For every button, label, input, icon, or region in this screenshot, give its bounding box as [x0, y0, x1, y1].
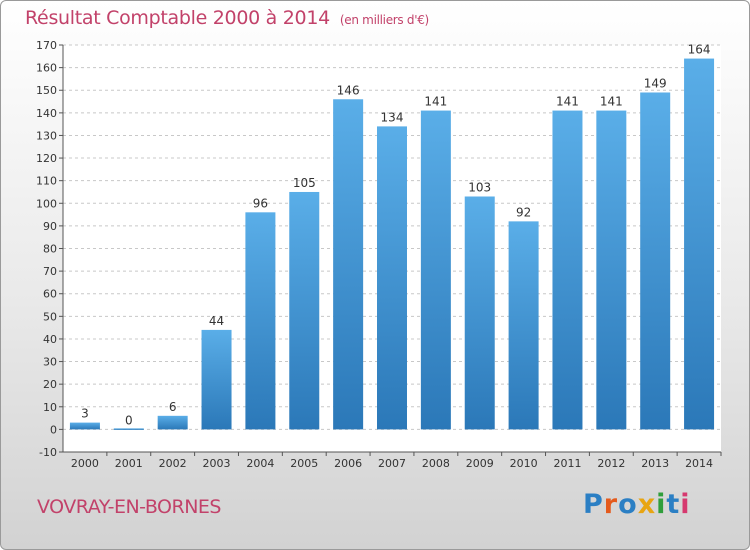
bar-2010 [508, 221, 539, 430]
x-tick-label: 2009 [466, 457, 494, 470]
bar-2001 [113, 428, 144, 430]
logo-letter: o [618, 489, 638, 520]
bar-value-label: 149 [644, 76, 667, 90]
logo-letter: P [583, 489, 604, 520]
bar-2014 [684, 58, 715, 430]
bar-value-label: 96 [253, 196, 268, 210]
x-axis-ticks: 2000 2001 2002 2003 2004 2005 2006 2007 2008 2009… [71, 452, 722, 470]
chart-subtitle: (en milliers d'€) [339, 13, 429, 27]
x-tick-label: 2014 [685, 457, 713, 470]
y-tick-label: 70 [43, 265, 57, 278]
x-tick-label: 2007 [378, 457, 406, 470]
bar-value-label: 141 [556, 95, 579, 109]
bar-2008 [420, 110, 451, 430]
town-name: VOVRAY-EN-BORNES [37, 496, 221, 518]
bar-2011 [552, 110, 583, 430]
x-tick-label: 2001 [115, 457, 143, 470]
bar-2000 [69, 422, 100, 430]
logo-letter: i [656, 489, 667, 520]
x-tick-label: 2010 [510, 457, 538, 470]
y-tick-label: 10 [43, 401, 57, 414]
y-tick-label: 0 [50, 423, 57, 436]
bar-value-label: 44 [209, 314, 224, 328]
y-tick-label: 40 [43, 333, 57, 346]
data-labels: 3 0 6 44 96 105 146 134 141 103 92 141 141 149 164 [81, 43, 710, 428]
proxiti-logo: Proxiti [583, 489, 691, 520]
y-tick-label: 20 [43, 378, 57, 391]
x-tick-label: 2012 [597, 457, 625, 470]
bar-2005 [289, 191, 320, 430]
y-tick-label: 90 [43, 220, 57, 233]
x-tick-label: 2005 [290, 457, 318, 470]
x-tick-label: 2011 [553, 457, 581, 470]
bar-2003 [201, 329, 232, 430]
bar-value-label: 0 [125, 413, 133, 427]
x-tick-label: 2008 [422, 457, 450, 470]
y-tick-label: 130 [36, 129, 57, 142]
y-axis-ticks: -10 0 10 20 30 40 50 60 70 80 90 100 110 120 130 140 150… [36, 39, 63, 459]
bars [69, 58, 715, 430]
bar-2006 [333, 99, 364, 430]
bar-value-label: 92 [516, 205, 531, 219]
bar-value-label: 141 [424, 95, 447, 109]
bar-2002 [157, 415, 188, 430]
bar-2012 [596, 110, 627, 430]
y-tick-label: 110 [36, 175, 57, 188]
y-tick-label: 160 [36, 62, 57, 75]
x-tick-label: 2013 [641, 457, 669, 470]
x-tick-label: 2000 [71, 457, 99, 470]
y-tick-label: 60 [43, 288, 57, 301]
bar-value-label: 141 [600, 95, 623, 109]
bar-value-label: 146 [337, 83, 360, 97]
y-tick-label: 80 [43, 243, 57, 256]
title-text: Résultat Comptable 2000 à 2014 [25, 7, 330, 29]
logo-letter: t [666, 489, 681, 520]
x-tick-label: 2006 [334, 457, 362, 470]
x-tick-label: 2003 [203, 457, 231, 470]
y-tick-label: 120 [36, 152, 57, 165]
logo-letter: r [603, 489, 619, 520]
y-tick-label: 140 [36, 107, 57, 120]
bar-value-label: 134 [381, 110, 404, 124]
y-tick-label: 170 [36, 39, 57, 52]
x-tick-label: 2004 [246, 457, 274, 470]
bar-value-label: 6 [169, 400, 177, 414]
y-tick-label: -10 [39, 446, 57, 459]
y-tick-label: 30 [43, 356, 57, 369]
bar-value-label: 103 [468, 180, 491, 194]
logo-letter: i [680, 489, 691, 520]
bar-value-label: 164 [688, 43, 711, 57]
bar-value-label: 105 [293, 176, 316, 190]
bar-2004 [245, 212, 276, 430]
bar-2009 [464, 196, 495, 430]
logo-letter: x [637, 489, 657, 520]
bar-value-label: 3 [81, 407, 89, 421]
y-tick-label: 100 [36, 197, 57, 210]
y-tick-label: 150 [36, 84, 57, 97]
bar-2013 [640, 92, 671, 430]
bar-2007 [377, 126, 407, 430]
chart-title: Résultat Comptable 2000 à 2014 (en millie… [25, 7, 429, 29]
y-tick-label: 50 [43, 310, 57, 323]
x-tick-label: 2002 [159, 457, 187, 470]
